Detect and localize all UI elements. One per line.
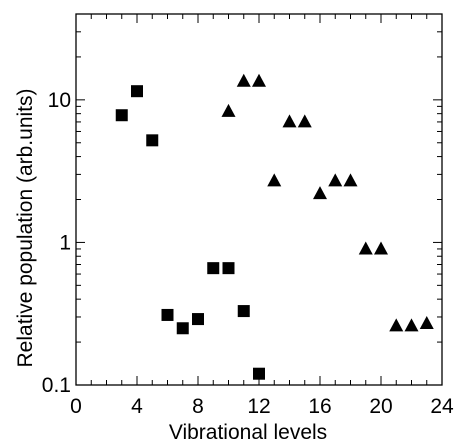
square-data-point — [162, 309, 174, 321]
tick-marks — [76, 14, 442, 385]
triangle-data-point — [237, 74, 251, 87]
triangle-data-point — [420, 316, 434, 329]
square-data-point — [192, 313, 204, 325]
triangle-data-point — [283, 114, 297, 127]
y-tick-labels: 0.1 1 10 — [42, 89, 71, 397]
x-tick-label: 20 — [369, 395, 392, 418]
triangle-data-point — [405, 318, 419, 331]
x-tick-label: 16 — [308, 395, 331, 418]
x-tick-label: 12 — [247, 395, 270, 418]
x-tick-label: 4 — [131, 395, 143, 418]
triangle-data-point — [374, 241, 388, 254]
y-tick-label: 1 — [59, 231, 71, 254]
triangle-data-point — [298, 114, 312, 127]
triangle-data-point — [389, 318, 403, 331]
triangle-data-point — [328, 173, 342, 186]
triangle-data-point — [344, 173, 358, 186]
x-tick-label: 8 — [192, 395, 204, 418]
square-data-point — [177, 322, 189, 334]
y-axis-title: Relative population (arb.units) — [14, 89, 37, 368]
square-data-point — [116, 109, 128, 121]
triangle-data-point — [313, 186, 327, 199]
x-tick-labels: 0 4 8 12 16 20 24 — [70, 395, 454, 418]
triangle-data-point — [252, 74, 266, 87]
triangle-data-point — [359, 241, 373, 254]
data-points — [116, 74, 434, 380]
square-data-point — [207, 262, 219, 274]
square-data-point — [146, 134, 158, 146]
square-data-point — [238, 305, 250, 317]
square-data-point — [253, 368, 265, 380]
y-tick-label: 10 — [48, 89, 71, 112]
triangle-data-point — [222, 104, 236, 117]
square-data-point — [223, 262, 235, 274]
square-data-point — [131, 85, 143, 97]
triangle-data-point — [267, 173, 281, 186]
x-tick-label: 0 — [70, 395, 82, 418]
x-axis-title: Vibrational levels — [169, 421, 327, 444]
axes — [76, 14, 442, 385]
y-tick-label: 0.1 — [42, 374, 71, 397]
x-tick-label: 24 — [430, 395, 454, 418]
plot-frame — [76, 14, 442, 385]
